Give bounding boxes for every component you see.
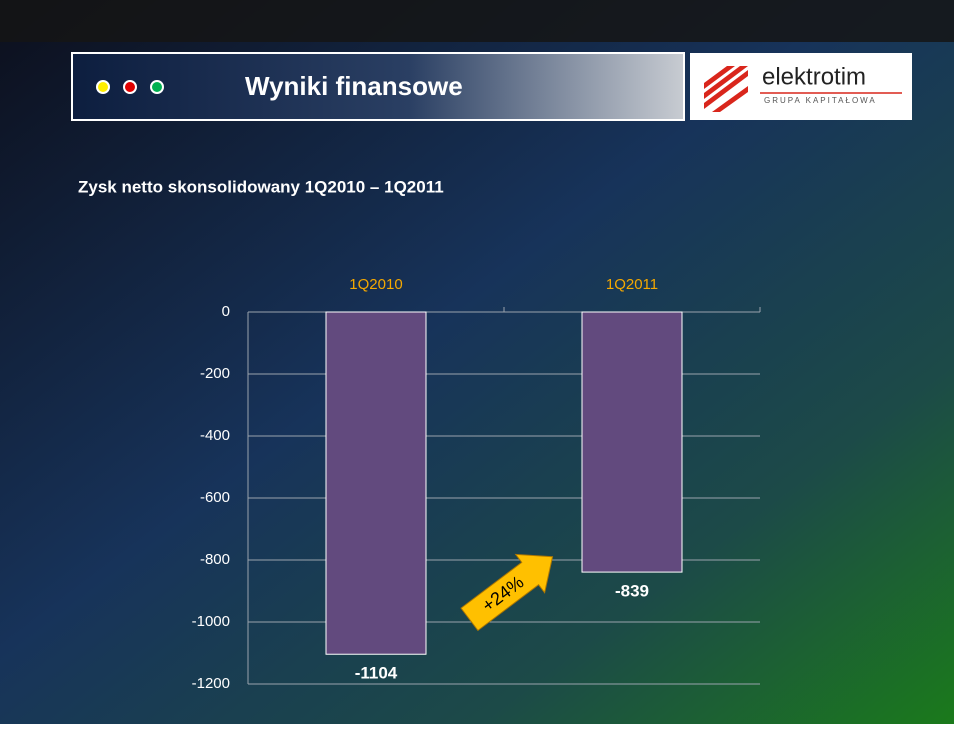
y-tick-label: -400 (200, 427, 230, 444)
data-label: -1104 (355, 664, 398, 683)
logo-name: elektrotim (762, 63, 866, 90)
header-box (71, 52, 685, 121)
logo-subtitle: GRUPA KAPITAŁOWA (764, 96, 877, 105)
logo-icon (704, 66, 748, 112)
x-tick-label: 1Q2011 (606, 276, 658, 293)
y-tick-label: -1000 (192, 613, 230, 630)
y-tick-label: -200 (200, 365, 230, 382)
y-tick-label: -800 (200, 551, 230, 568)
chart-title: Zysk netto skonsolidowany 1Q2010 – 1Q201… (78, 177, 444, 196)
dot (150, 80, 164, 94)
x-tick-label: 1Q2010 (349, 276, 402, 293)
data-label: -839 (615, 582, 649, 601)
arrow-shape (460, 553, 554, 632)
header-title: Wyniki finansowe (245, 71, 463, 101)
dot (96, 80, 110, 94)
bar (581, 311, 683, 573)
y-tick-label: -1200 (192, 675, 230, 692)
bar (325, 311, 427, 655)
y-tick-label: -600 (200, 489, 230, 506)
top-bar (0, 0, 954, 42)
dot (123, 80, 137, 94)
y-tick-label: 0 (222, 303, 230, 320)
